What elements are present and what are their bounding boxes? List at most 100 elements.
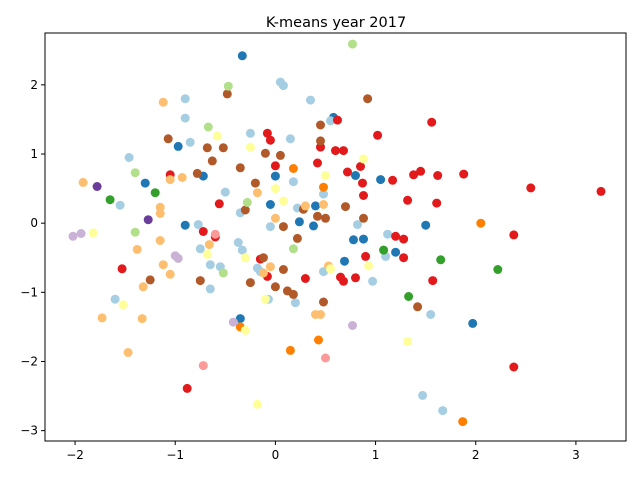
x-axis: −2 −1 0 1 2 3: [66, 441, 580, 462]
scatter-point: [265, 135, 275, 145]
scatter-point: [311, 201, 320, 211]
x-tick-label: 0: [272, 448, 280, 462]
scatter-point: [326, 264, 335, 274]
scatter-point: [195, 244, 205, 254]
scatter-point: [250, 178, 260, 188]
scatter-point: [361, 251, 371, 261]
scatter-point: [348, 321, 357, 330]
scatter-point: [270, 184, 280, 194]
scatter-point: [399, 234, 409, 244]
y-tick-label: 2: [30, 78, 38, 92]
scatter-point: [212, 131, 222, 141]
scatter-point: [155, 209, 165, 218]
scatter-point: [180, 220, 190, 230]
scatter-point: [348, 39, 357, 49]
scatter-point: [163, 134, 173, 144]
x-tick-label: −1: [166, 448, 184, 462]
scatter-point: [333, 115, 342, 125]
scatter-point: [468, 318, 478, 328]
scatter-point: [326, 116, 335, 126]
scatter-point: [426, 310, 436, 319]
scatter-point: [321, 353, 330, 363]
scatter-point: [476, 218, 486, 228]
x-tick-label: 2: [472, 448, 480, 462]
scatter-point: [321, 213, 330, 223]
scatter-point: [316, 142, 325, 152]
scatter-point: [158, 97, 168, 107]
scatter-point: [237, 51, 247, 61]
scatter-point: [288, 244, 298, 254]
scatter-point: [351, 273, 360, 283]
y-axis: −3 −2 −1 0 1 2: [20, 78, 45, 438]
scatter-point: [300, 274, 310, 283]
scatter-point: [458, 417, 468, 427]
scatter-point: [364, 261, 374, 271]
scatter-point: [363, 94, 373, 104]
scatter-point: [373, 130, 383, 140]
scatter-point: [138, 282, 148, 292]
scatter-point: [278, 196, 288, 206]
scatter-point: [214, 199, 224, 209]
scatter-point: [205, 260, 215, 270]
y-tick-label: −1: [20, 285, 38, 299]
scatter-point: [403, 195, 413, 205]
scatter-point: [143, 215, 153, 225]
scatter-point: [245, 128, 255, 138]
scatter-point: [258, 268, 268, 278]
scatter-point: [145, 275, 155, 285]
scatter-point: [436, 255, 446, 265]
scatter-point: [220, 187, 230, 197]
scatter-point: [596, 186, 606, 196]
scatter-point: [359, 191, 368, 200]
scatter-point: [353, 220, 362, 230]
scatter-point: [177, 173, 187, 182]
scatter-point: [285, 345, 295, 355]
scatter-point: [438, 406, 448, 416]
scatter-point: [341, 202, 350, 212]
scatter-point: [428, 276, 438, 286]
scatter-point: [97, 313, 107, 323]
scatter-point: [155, 236, 165, 245]
scatter-point: [416, 166, 426, 176]
scatter-point: [252, 263, 262, 273]
scatter-point: [319, 189, 328, 199]
scatter-point: [105, 195, 115, 205]
scatter-point: [359, 213, 368, 223]
scatter-point: [235, 163, 245, 173]
scatter-point: [313, 158, 322, 168]
scatter-point: [228, 317, 238, 327]
plot-frame: [44, 32, 627, 442]
scatter-point: [278, 222, 288, 232]
scatter-point: [78, 177, 88, 187]
scatter-point: [165, 175, 175, 185]
scatter-point: [258, 253, 268, 263]
scatter-point: [130, 168, 140, 178]
scatter-point: [76, 229, 86, 238]
scatter-point: [245, 278, 255, 288]
scatter-point: [240, 205, 250, 215]
scatter-point: [123, 348, 133, 357]
scatter-point: [240, 253, 250, 263]
scatter-point: [316, 120, 325, 130]
scatter-point: [218, 268, 228, 278]
scatter-point: [403, 336, 413, 346]
scatter-point: [409, 170, 419, 180]
scatter-point: [265, 222, 275, 232]
scatter-point: [233, 238, 243, 247]
scatter-point: [260, 294, 270, 304]
scatter-point: [185, 137, 195, 147]
scatter-point: [313, 211, 322, 221]
scatter-point: [432, 198, 442, 208]
y-tick-label: 1: [30, 147, 38, 161]
scatter-point: [202, 143, 212, 153]
scatter-point: [222, 89, 232, 99]
scatter-point: [331, 146, 340, 156]
scatter-point: [418, 390, 428, 400]
scatter-point: [117, 264, 127, 274]
scatter-point: [319, 297, 328, 307]
scatter-point: [205, 284, 215, 294]
scatter-point: [358, 178, 367, 188]
scatter-point: [285, 134, 295, 144]
scatter-point: [150, 188, 160, 198]
scatter-point: [270, 282, 280, 292]
